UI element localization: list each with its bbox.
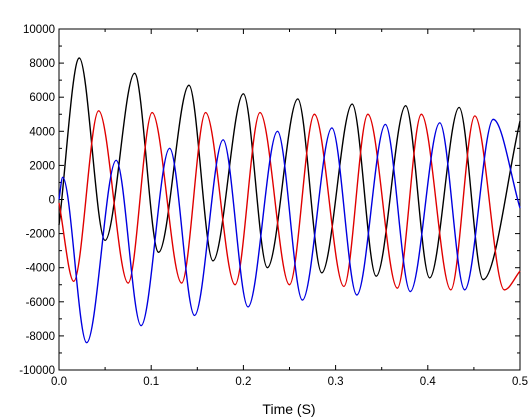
ticks: 0.0 0.1 0.2 0.3 0.4 0.5 10000 8000 6000 4000 2000 0… xyxy=(19,24,528,388)
x-tick-label: 0.5 xyxy=(512,376,528,388)
y-tick-label: 10000 xyxy=(23,24,55,36)
series-layer xyxy=(58,57,521,344)
series-line-2 xyxy=(58,110,521,291)
series-line-3 xyxy=(58,118,521,344)
y-tick-label: 0 xyxy=(49,195,55,207)
x-tick-label: 0.2 xyxy=(235,376,251,388)
x-tick-label: 0.1 xyxy=(143,376,159,388)
x-tick-label: 0.4 xyxy=(420,376,437,388)
x-axis-title: Time (S) xyxy=(262,401,315,417)
y-tick-label: -6000 xyxy=(26,297,55,309)
x-tick-label: 0.0 xyxy=(51,376,67,388)
x-tick-label: 0.3 xyxy=(328,376,344,388)
y-tick-label: 6000 xyxy=(29,92,55,104)
y-tick-label: -4000 xyxy=(26,263,55,275)
series-line-1 xyxy=(58,57,521,281)
y-tick-label: 2000 xyxy=(29,160,55,172)
y-tick-label: -8000 xyxy=(26,331,55,343)
y-tick-label: -10000 xyxy=(19,365,55,377)
y-tick-label: 8000 xyxy=(29,58,55,70)
y-tick-label: 4000 xyxy=(29,126,55,138)
y-tick-label: -2000 xyxy=(26,229,55,241)
